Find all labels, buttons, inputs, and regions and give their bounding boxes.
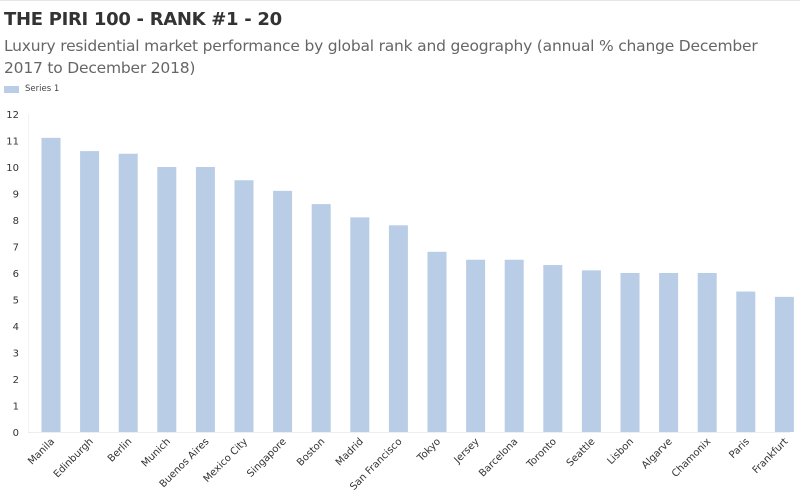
legend-label: Series 1 <box>25 84 60 94</box>
y-tick-label: 12 <box>6 110 19 121</box>
bar <box>427 251 447 432</box>
x-tick-label: Algarve <box>640 436 675 471</box>
bar <box>118 153 138 432</box>
bar <box>543 265 563 432</box>
bar <box>620 273 640 432</box>
x-tick-label: Frankfurt <box>751 436 791 476</box>
bar <box>311 204 331 432</box>
y-tick-label: 4 <box>13 322 19 333</box>
bar <box>736 291 756 432</box>
x-tick-label: Paris <box>727 436 752 461</box>
x-tick-label: Chamonix <box>670 436 713 479</box>
bar <box>466 259 486 432</box>
bar <box>697 273 717 432</box>
bars <box>41 137 794 432</box>
bar <box>234 180 254 432</box>
x-tick-label: Boston <box>295 436 327 468</box>
y-tick-label: 5 <box>13 296 19 307</box>
x-tick-label: Berlin <box>106 436 134 464</box>
legend-swatch <box>4 85 19 93</box>
x-tick-label: Manila <box>26 436 57 467</box>
x-tick-label: Toronto <box>524 436 559 471</box>
y-tick-label: 2 <box>13 375 19 386</box>
bar <box>350 217 370 432</box>
bar <box>80 151 100 432</box>
y-tick-label: 7 <box>13 243 19 254</box>
chart-title: THE PIRI 100 - RANK #1 - 20 <box>4 9 282 30</box>
x-tick-label: Seattle <box>565 436 598 469</box>
chart-subtitle: Luxury residential market performance by… <box>4 37 758 77</box>
x-tick-label: Jersey <box>452 436 482 466</box>
legend: Series 1 <box>4 84 59 94</box>
bar <box>659 273 679 432</box>
y-tick-label: 8 <box>13 216 19 227</box>
bar <box>195 167 215 432</box>
y-tick-label: 3 <box>13 349 19 360</box>
y-tick-label: 11 <box>6 137 19 148</box>
y-tick-label: 1 <box>13 402 19 413</box>
x-tick-label: Madrid <box>334 436 366 468</box>
x-tick-label: Munich <box>140 436 173 469</box>
x-tick-label: Barcelona <box>477 436 520 479</box>
y-tick-label: 9 <box>13 190 19 201</box>
x-tick-label: Tokyo <box>415 436 443 464</box>
bar <box>581 270 601 432</box>
top-border <box>0 0 800 1</box>
y-tick-label: 10 <box>6 163 19 174</box>
x-tick-label: Edinburgh <box>52 436 96 480</box>
x-tick-label: Lisbon <box>605 436 636 467</box>
bar <box>388 225 408 432</box>
y-tick-label: 0 <box>13 428 19 439</box>
bar <box>774 296 794 432</box>
bar <box>157 167 177 432</box>
bar <box>273 190 293 432</box>
bar <box>504 259 524 432</box>
x-tick-label: Singapore <box>245 436 288 479</box>
y-tick-label: 6 <box>13 269 19 280</box>
bar <box>41 137 61 432</box>
